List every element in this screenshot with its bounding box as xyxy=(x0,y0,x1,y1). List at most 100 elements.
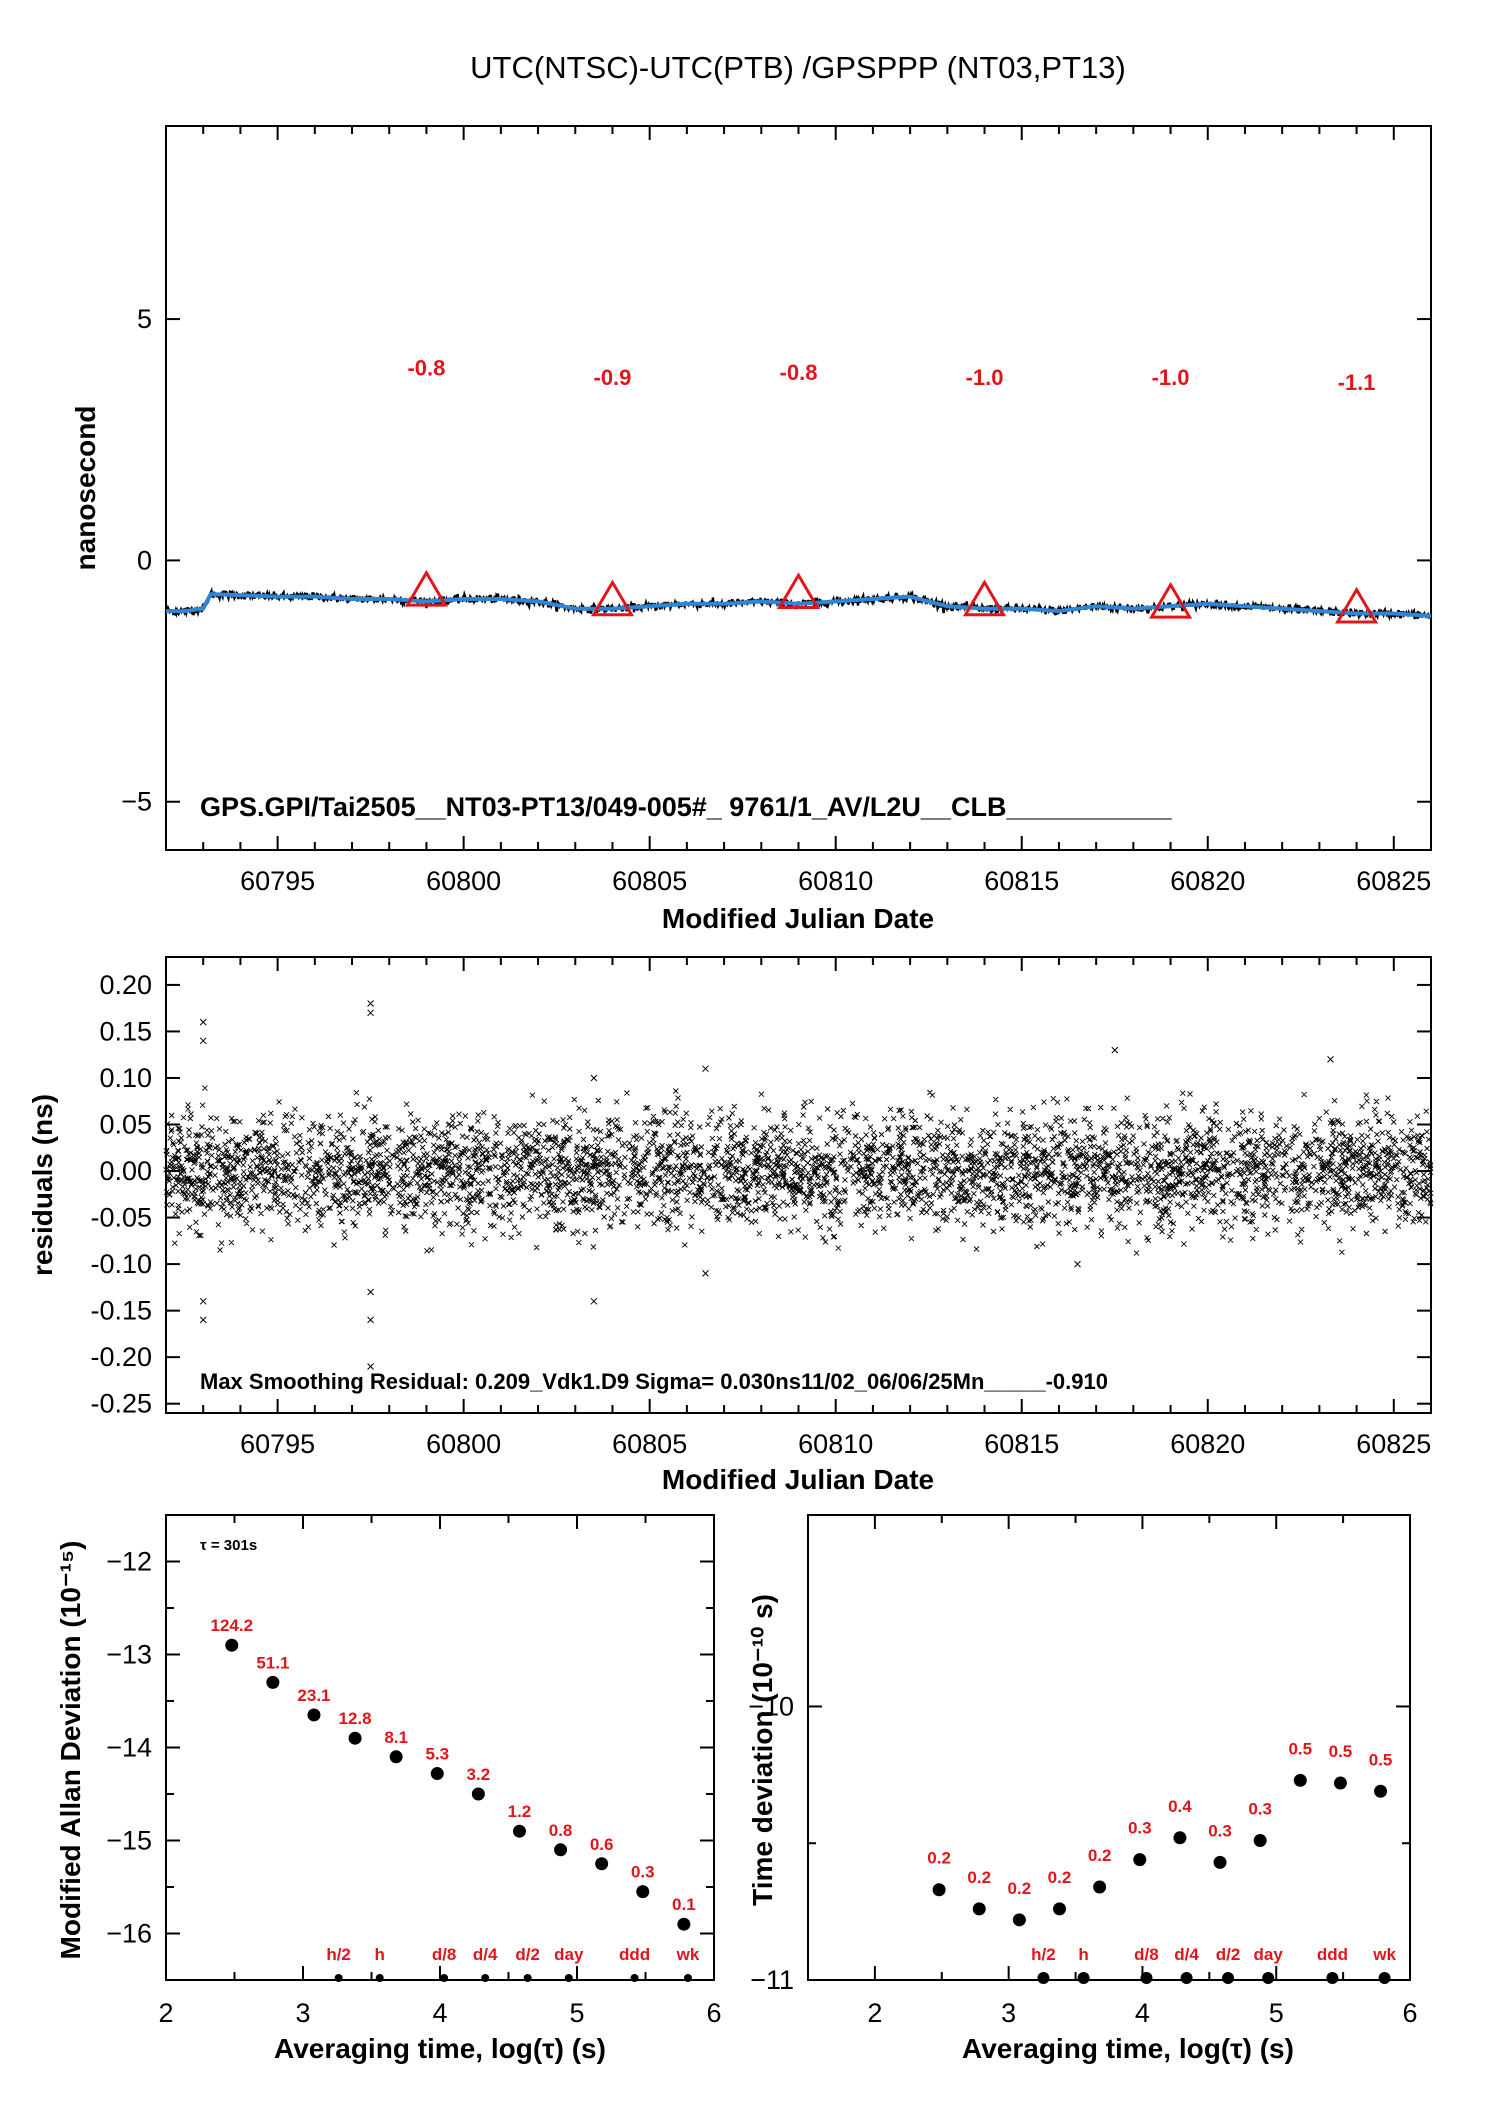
point-label: 0.8 xyxy=(549,1821,573,1840)
x-tick-label: 3 xyxy=(1001,1998,1016,2028)
x-tick-label: 2 xyxy=(158,1998,173,2028)
x-axis-label: Averaging time, log(τ) (s) xyxy=(962,2033,1294,2064)
x-tick-label: 60810 xyxy=(798,866,873,896)
y-tick-label: −14 xyxy=(106,1733,152,1763)
deviation-point xyxy=(512,1824,526,1838)
deviation-point xyxy=(1093,1880,1107,1894)
deviation-point xyxy=(1173,1831,1187,1845)
x-tick-label: 60825 xyxy=(1356,1429,1431,1459)
triangle-marker xyxy=(1148,581,1193,619)
baseline-marker xyxy=(1326,1972,1339,1984)
deviation-point xyxy=(972,1902,986,1916)
marker-label: -1.0 xyxy=(966,365,1004,390)
point-label: 0.2 xyxy=(927,1849,951,1868)
point-label: 0.2 xyxy=(1008,1879,1032,1898)
y-tick-label: −11 xyxy=(750,1965,794,1995)
baseline-label: day xyxy=(1254,1945,1284,1964)
x-tick-label: 60815 xyxy=(984,866,1059,896)
baseline-marker xyxy=(1222,1972,1235,1984)
deviation-point xyxy=(1053,1902,1067,1916)
point-label: 1.2 xyxy=(508,1802,532,1821)
point-label: 23.1 xyxy=(297,1686,330,1705)
x-tick-label: 60795 xyxy=(240,866,315,896)
baseline-marker xyxy=(630,1974,639,1982)
plot-frame xyxy=(807,1514,1411,1981)
y-tick-label: 0.05 xyxy=(99,1110,152,1140)
baseline-marker xyxy=(375,1974,384,1982)
deviation-point xyxy=(1253,1834,1267,1847)
deviation-point xyxy=(932,1883,946,1897)
residual-annotation: Max Smoothing Residual: 0.209_Vdk1.D9 Si… xyxy=(200,1369,1108,1394)
x-tick-label: 4 xyxy=(1135,1998,1150,2028)
deviation-point xyxy=(1213,1855,1227,1869)
x-tick-label: 6 xyxy=(1402,1998,1417,2028)
baseline-marker xyxy=(440,1974,449,1982)
y-tick-label: 0.00 xyxy=(99,1156,152,1186)
marker-label: -0.8 xyxy=(780,360,818,385)
x-tick-label: 60810 xyxy=(798,1429,873,1459)
x-tick-label: 60805 xyxy=(612,866,687,896)
deviation-point xyxy=(225,1638,239,1652)
deviation-point xyxy=(389,1750,403,1764)
x-tick-label: 6 xyxy=(706,1998,721,2028)
baseline-label: ddd xyxy=(619,1945,650,1964)
x-tick-label: 60795 xyxy=(240,1429,315,1459)
deviation-point xyxy=(307,1708,321,1722)
baseline-marker xyxy=(1140,1972,1153,1984)
allan-deviation-panel: 2 3 4 5 6 −12 −13 −14 −15 −16 124.251.1 23.1 12.8 8.… xyxy=(55,1514,722,2064)
residual-points xyxy=(163,1085,1434,1256)
x-axis-label: Modified Julian Date xyxy=(662,903,934,934)
baseline-label: d/4 xyxy=(473,1945,498,1964)
marker-label: -1.0 xyxy=(1152,365,1190,390)
point-label: 5.3 xyxy=(425,1745,449,1764)
baseline-marker xyxy=(1077,1972,1090,1984)
y-axis-label: Modified Allan Deviation (10⁻¹⁵) xyxy=(55,1541,86,1960)
x-tick-label: 2 xyxy=(867,1998,882,2028)
baseline-label: h/2 xyxy=(1031,1945,1056,1964)
baseline-label: wk xyxy=(676,1945,700,1964)
baseline-label: wk xyxy=(1372,1945,1396,1964)
point-label: 0.2 xyxy=(1088,1846,1112,1865)
baseline-marker xyxy=(1262,1972,1275,1984)
y-tick-label: 5 xyxy=(137,304,152,334)
x-tick-label: 60825 xyxy=(1356,866,1431,896)
y-tick-label: 0.20 xyxy=(99,970,152,1000)
y-tick-label: 0.15 xyxy=(99,1016,152,1046)
point-label: 0.3 xyxy=(1128,1819,1152,1838)
baseline-label: ddd xyxy=(1317,1945,1348,1964)
time-deviation-panel: 2 3 4 5 6 −10 −11 0.2 0.2 0.2 0.2 0.2 0.3 0.4 0.3 0.3 0… xyxy=(747,1514,1418,2064)
baseline-marker xyxy=(334,1974,343,1982)
y-tick-label: −12 xyxy=(106,1547,152,1577)
y-tick-label: -0.15 xyxy=(90,1296,152,1326)
triangle-marker xyxy=(1334,586,1379,624)
deviation-point xyxy=(1374,1784,1388,1798)
baseline-label: d/2 xyxy=(1216,1945,1241,1964)
point-label: 0.2 xyxy=(1048,1868,1072,1887)
y-axis-label: Time deviation (10⁻¹⁰ s) xyxy=(747,1594,778,1906)
point-label: 0.4 xyxy=(1168,1797,1192,1816)
point-label: 124.2 xyxy=(210,1616,253,1635)
x-tick-label: 60815 xyxy=(984,1429,1059,1459)
baseline-marker xyxy=(1378,1972,1391,1984)
y-tick-label: −15 xyxy=(106,1826,152,1856)
deviation-point xyxy=(430,1767,444,1781)
baseline-label: h/2 xyxy=(326,1945,351,1964)
baseline-label: day xyxy=(554,1945,584,1964)
y-tick-label: −16 xyxy=(106,1919,152,1949)
y-axis-label: nanosecond xyxy=(70,406,101,571)
deviation-point xyxy=(1293,1773,1307,1787)
point-label: 8.1 xyxy=(384,1728,408,1747)
x-tick-label: 60800 xyxy=(426,1429,501,1459)
series-annotation: GPS.GPI/Tai2505__NT03-PT13/049-005#_ 976… xyxy=(200,792,1173,822)
point-label: 0.6 xyxy=(590,1835,614,1854)
residual-outliers xyxy=(199,1000,1334,1370)
x-tick-label: 60820 xyxy=(1170,1429,1245,1459)
point-label: 0.1 xyxy=(672,1895,696,1914)
plot-frame xyxy=(165,125,1432,851)
y-tick-label: -0.20 xyxy=(90,1342,152,1372)
point-label: 0.3 xyxy=(631,1863,655,1882)
deviation-point xyxy=(348,1731,362,1745)
baseline-label: d/8 xyxy=(1134,1945,1159,1964)
y-tick-label: −10 xyxy=(748,1691,794,1721)
